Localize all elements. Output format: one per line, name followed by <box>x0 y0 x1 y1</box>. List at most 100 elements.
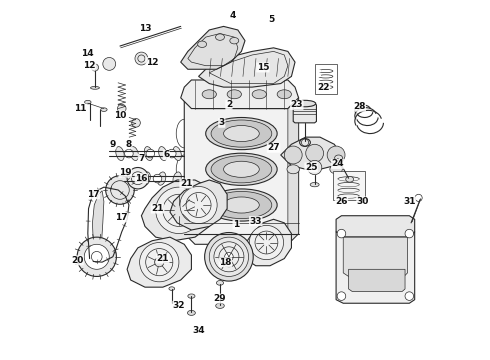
Circle shape <box>135 52 148 65</box>
Circle shape <box>84 244 109 269</box>
Ellipse shape <box>173 147 181 161</box>
Text: 29: 29 <box>214 294 226 303</box>
Text: 17: 17 <box>116 213 128 222</box>
Text: 31: 31 <box>403 197 416 206</box>
Circle shape <box>155 257 164 267</box>
Polygon shape <box>336 232 415 303</box>
Ellipse shape <box>202 90 217 99</box>
Polygon shape <box>93 191 104 255</box>
Polygon shape <box>343 237 408 276</box>
Ellipse shape <box>252 90 267 99</box>
Text: 34: 34 <box>192 325 205 334</box>
Polygon shape <box>288 98 298 244</box>
Ellipse shape <box>335 155 343 161</box>
Polygon shape <box>170 180 227 230</box>
Text: 21: 21 <box>157 254 169 263</box>
Circle shape <box>77 237 117 276</box>
Ellipse shape <box>145 147 153 161</box>
Ellipse shape <box>216 303 224 309</box>
Ellipse shape <box>206 153 277 185</box>
Polygon shape <box>184 87 298 244</box>
Circle shape <box>337 229 346 238</box>
Text: 22: 22 <box>318 83 330 92</box>
Circle shape <box>405 292 414 300</box>
Text: 33: 33 <box>249 217 262 226</box>
Text: 21: 21 <box>180 179 192 188</box>
Ellipse shape <box>223 161 259 177</box>
Text: 30: 30 <box>357 197 369 206</box>
Ellipse shape <box>211 120 272 147</box>
Text: 7: 7 <box>138 154 145 163</box>
Text: 28: 28 <box>353 102 366 111</box>
Polygon shape <box>181 80 298 109</box>
Circle shape <box>205 233 253 281</box>
Ellipse shape <box>230 37 239 44</box>
Ellipse shape <box>308 163 321 172</box>
Circle shape <box>156 187 202 234</box>
Text: 27: 27 <box>267 143 280 152</box>
Text: 17: 17 <box>87 190 99 199</box>
Circle shape <box>132 174 140 183</box>
Text: 9: 9 <box>110 140 116 149</box>
Ellipse shape <box>91 86 99 89</box>
Text: 4: 4 <box>229 11 236 20</box>
Ellipse shape <box>142 172 150 185</box>
Text: 8: 8 <box>126 140 132 149</box>
Ellipse shape <box>277 90 292 99</box>
Circle shape <box>127 167 148 189</box>
Circle shape <box>140 243 179 282</box>
Text: 24: 24 <box>332 159 344 168</box>
Circle shape <box>124 149 133 158</box>
Text: 18: 18 <box>219 258 232 267</box>
Ellipse shape <box>159 147 167 161</box>
Ellipse shape <box>173 172 181 185</box>
Text: 32: 32 <box>172 301 185 310</box>
Circle shape <box>209 237 248 276</box>
Text: 11: 11 <box>74 104 87 113</box>
Polygon shape <box>142 180 217 241</box>
Circle shape <box>103 58 116 70</box>
Circle shape <box>92 64 98 71</box>
Circle shape <box>106 176 134 204</box>
Circle shape <box>118 104 126 113</box>
Ellipse shape <box>157 172 166 185</box>
Circle shape <box>214 242 244 272</box>
Circle shape <box>249 225 284 260</box>
Text: 12: 12 <box>146 58 158 67</box>
Circle shape <box>224 252 233 261</box>
Ellipse shape <box>188 294 195 298</box>
Text: 5: 5 <box>269 15 275 24</box>
Circle shape <box>405 229 414 238</box>
Circle shape <box>153 174 162 183</box>
Polygon shape <box>181 26 245 69</box>
Text: 19: 19 <box>119 168 132 177</box>
Text: 16: 16 <box>135 174 147 183</box>
Bar <box>315 64 337 94</box>
Circle shape <box>168 149 176 158</box>
Ellipse shape <box>330 165 343 174</box>
Ellipse shape <box>206 117 277 150</box>
Text: 12: 12 <box>83 61 96 70</box>
Text: 13: 13 <box>139 24 151 33</box>
Ellipse shape <box>188 310 196 315</box>
Text: 6: 6 <box>163 150 170 159</box>
Circle shape <box>180 186 217 224</box>
Circle shape <box>284 146 302 164</box>
Ellipse shape <box>100 108 107 111</box>
Polygon shape <box>348 269 405 292</box>
Text: 23: 23 <box>291 100 303 109</box>
Ellipse shape <box>197 41 207 48</box>
Polygon shape <box>184 87 298 109</box>
Circle shape <box>308 160 322 175</box>
Polygon shape <box>242 219 292 266</box>
Ellipse shape <box>116 147 124 161</box>
Ellipse shape <box>169 287 174 291</box>
Ellipse shape <box>287 165 299 174</box>
Text: 15: 15 <box>257 63 269 72</box>
Ellipse shape <box>85 100 91 104</box>
Ellipse shape <box>223 126 259 141</box>
Ellipse shape <box>310 183 319 187</box>
Ellipse shape <box>211 192 272 219</box>
Circle shape <box>337 292 346 300</box>
Ellipse shape <box>130 147 139 161</box>
